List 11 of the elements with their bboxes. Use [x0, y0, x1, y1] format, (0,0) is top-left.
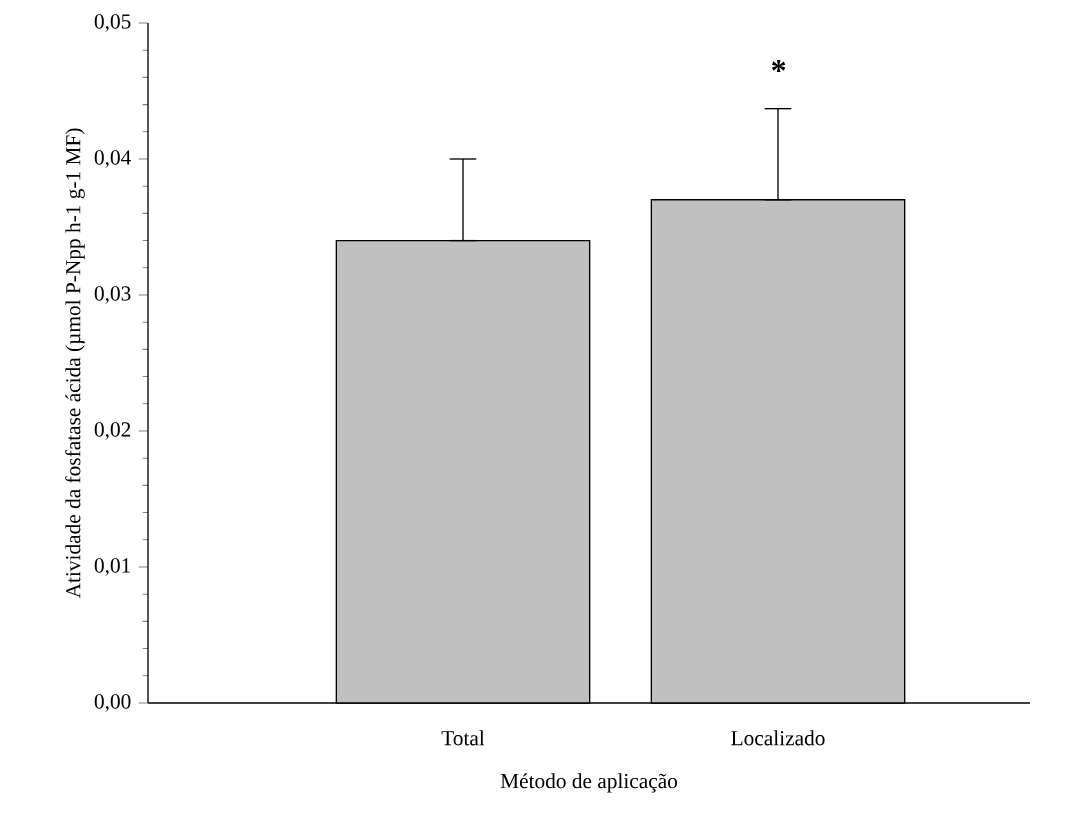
y-tick-label: 0,00	[94, 694, 131, 712]
x-tick-label: Localizado	[731, 730, 825, 746]
y-tick-label: 0,03	[94, 286, 131, 304]
annotation: *	[771, 60, 786, 73]
y-tick-label: 0,02	[94, 422, 131, 440]
y-axis-title: Atividade da fosfatase ácida (µmol P-Npp h-1 g-1 MF)	[65, 128, 85, 599]
y-tick-label: 0,01	[94, 558, 131, 576]
x-axis-title: Método de aplicação	[500, 773, 678, 793]
y-tick-label: 0,05	[94, 14, 131, 32]
x-tick-label: Total	[441, 730, 485, 746]
y-tick-label: 0,04	[94, 150, 131, 168]
